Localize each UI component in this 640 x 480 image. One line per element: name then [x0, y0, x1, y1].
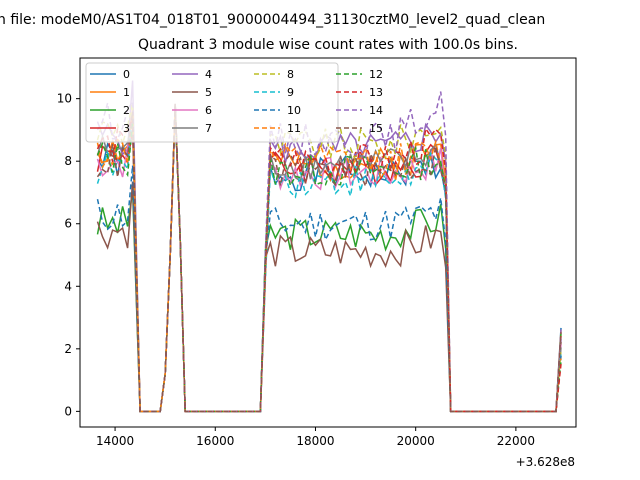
legend-label-9: 9: [287, 86, 294, 99]
legend-label-7: 7: [205, 122, 212, 135]
chart-suptitle: n file: modeM0/AS1T04_018T01_9000004494_…: [0, 12, 545, 28]
legend-label-13: 13: [369, 86, 383, 99]
y-tick-label: 8: [64, 154, 72, 168]
plot-area: [96, 80, 562, 413]
legend-label-15: 15: [369, 122, 383, 135]
x-offset-label: +3.628e8: [516, 455, 575, 469]
legend-label-1: 1: [123, 86, 130, 99]
legend-label-4: 4: [205, 68, 212, 81]
y-axis: 0 2 4 6 8 10: [57, 92, 80, 418]
x-tick-label: 22000: [497, 434, 535, 448]
x-tick-label: 20000: [397, 434, 435, 448]
y-tick-label: 4: [64, 279, 72, 293]
legend-label-12: 12: [369, 68, 383, 81]
legend-label-6: 6: [205, 104, 212, 117]
legend-label-5: 5: [205, 86, 212, 99]
y-tick-label: 10: [57, 92, 72, 106]
y-tick-label: 2: [64, 342, 72, 356]
legend-label-10: 10: [287, 104, 301, 117]
chart-title: Quadrant 3 module wise count rates with …: [138, 37, 518, 53]
legend-label-14: 14: [369, 104, 383, 117]
legend-label-2: 2: [123, 104, 130, 117]
legend-label-8: 8: [287, 68, 294, 81]
y-tick-label: 6: [64, 217, 72, 231]
x-tick-label: 18000: [296, 434, 334, 448]
y-tick-label: 0: [64, 404, 72, 418]
series-line-13: [96, 103, 562, 413]
x-tick-label: 14000: [96, 434, 134, 448]
legend-label-11: 11: [287, 122, 301, 135]
x-tick-label: 16000: [196, 434, 234, 448]
series-line-8: [96, 103, 562, 413]
legend-label-0: 0: [123, 68, 130, 81]
legend-label-3: 3: [123, 122, 130, 135]
x-axis: 14000 16000 18000 20000 22000: [96, 427, 535, 448]
legend-box: [85, 62, 339, 143]
series-line-15: [96, 103, 562, 413]
axes-frame: [79, 57, 577, 428]
